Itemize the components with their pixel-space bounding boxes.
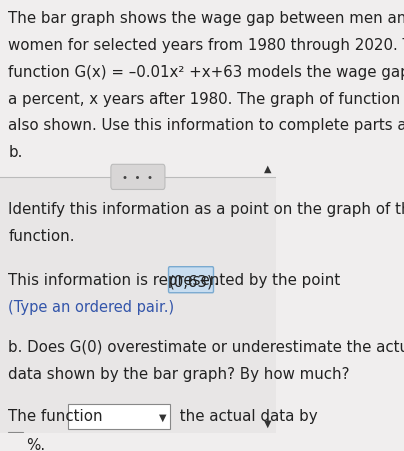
Text: a percent, x years after 1980. The graph of function G is: a percent, x years after 1980. The graph…	[8, 92, 404, 106]
Text: This information is represented by the point: This information is represented by the p…	[8, 272, 345, 287]
Text: b. Does G(0) overestimate or underestimate the actual: b. Does G(0) overestimate or underestima…	[8, 339, 404, 354]
Text: The function: The function	[8, 408, 107, 423]
Text: ▼: ▼	[264, 418, 272, 428]
Text: %.: %.	[26, 437, 45, 451]
Text: function G(x) = –0.01x² +x+63 models the wage gap, as: function G(x) = –0.01x² +x+63 models the…	[8, 64, 404, 79]
Text: women for selected years from 1980 through 2020. The: women for selected years from 1980 throu…	[8, 38, 404, 53]
Text: Identify this information as a point on the graph of the: Identify this information as a point on …	[8, 201, 404, 216]
Text: also shown. Use this information to complete parts a and: also shown. Use this information to comp…	[8, 118, 404, 133]
FancyBboxPatch shape	[111, 165, 165, 190]
FancyBboxPatch shape	[0, 178, 276, 433]
Text: (0,63): (0,63)	[168, 274, 213, 289]
FancyBboxPatch shape	[0, 0, 276, 178]
Text: data shown by the bar graph? By how much?: data shown by the bar graph? By how much…	[8, 366, 350, 381]
Text: function.: function.	[8, 228, 75, 243]
Text: (Type an ordered pair.): (Type an ordered pair.)	[8, 299, 175, 314]
Text: The bar graph shows the wage gap between men and: The bar graph shows the wage gap between…	[8, 11, 404, 26]
Text: the actual data by: the actual data by	[175, 408, 318, 423]
Text: b.: b.	[8, 145, 23, 160]
Text: ▲: ▲	[264, 163, 272, 173]
FancyBboxPatch shape	[67, 405, 170, 429]
Text: •  •  •: • • •	[122, 172, 154, 183]
FancyBboxPatch shape	[8, 433, 23, 451]
Text: .: .	[214, 272, 219, 287]
FancyBboxPatch shape	[168, 267, 213, 293]
Text: ▼: ▼	[159, 412, 166, 422]
